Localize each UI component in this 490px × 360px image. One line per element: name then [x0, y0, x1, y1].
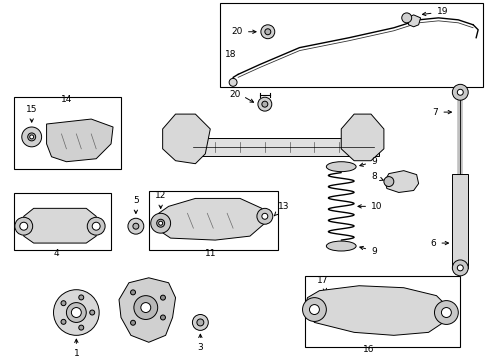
Circle shape: [61, 301, 66, 306]
Circle shape: [265, 29, 271, 35]
Polygon shape: [24, 208, 96, 243]
Circle shape: [262, 101, 268, 107]
Text: 12: 12: [155, 192, 167, 201]
Ellipse shape: [326, 241, 356, 251]
Circle shape: [441, 307, 451, 318]
Circle shape: [134, 296, 158, 319]
Circle shape: [133, 223, 139, 229]
Circle shape: [128, 218, 144, 234]
Circle shape: [61, 319, 66, 324]
Text: 11: 11: [204, 249, 216, 258]
Polygon shape: [341, 114, 384, 161]
Circle shape: [90, 310, 95, 315]
Circle shape: [79, 295, 84, 300]
Polygon shape: [304, 286, 448, 335]
Circle shape: [151, 213, 171, 233]
Circle shape: [197, 319, 204, 326]
Circle shape: [141, 303, 151, 312]
Circle shape: [28, 133, 36, 141]
Polygon shape: [119, 278, 175, 342]
Circle shape: [435, 301, 458, 324]
Circle shape: [193, 315, 208, 330]
Text: 4: 4: [54, 249, 59, 258]
Circle shape: [384, 177, 394, 186]
Bar: [220, 3, 483, 87]
Text: 1: 1: [74, 349, 79, 358]
Circle shape: [72, 307, 81, 318]
Bar: [304, 276, 460, 347]
Polygon shape: [163, 114, 210, 164]
Text: 20: 20: [230, 90, 241, 99]
Circle shape: [161, 295, 166, 300]
Circle shape: [20, 222, 28, 230]
Circle shape: [258, 97, 272, 111]
Circle shape: [229, 78, 237, 86]
Text: 15: 15: [26, 105, 37, 114]
Bar: [452, 174, 468, 268]
Circle shape: [67, 303, 86, 323]
Text: 6: 6: [431, 239, 448, 248]
Text: 9: 9: [360, 246, 377, 256]
Text: 7: 7: [433, 108, 451, 117]
Text: 8: 8: [371, 172, 383, 181]
Ellipse shape: [326, 162, 356, 172]
Polygon shape: [156, 198, 265, 240]
Bar: [149, 192, 278, 250]
Circle shape: [457, 265, 463, 271]
Bar: [14, 97, 121, 168]
Circle shape: [87, 217, 105, 235]
Circle shape: [30, 135, 34, 139]
Circle shape: [457, 89, 463, 95]
Text: 17: 17: [318, 276, 329, 292]
Text: 10: 10: [358, 202, 383, 211]
Bar: [189, 138, 379, 156]
Circle shape: [79, 325, 84, 330]
Circle shape: [452, 84, 468, 100]
Text: 20: 20: [232, 27, 256, 36]
Circle shape: [452, 260, 468, 276]
Circle shape: [92, 222, 100, 230]
Polygon shape: [385, 171, 418, 193]
Polygon shape: [407, 15, 420, 27]
Circle shape: [53, 290, 99, 335]
Text: 9: 9: [360, 157, 377, 166]
Circle shape: [161, 315, 166, 320]
Circle shape: [261, 25, 275, 39]
Circle shape: [157, 219, 165, 227]
Text: 2: 2: [143, 334, 148, 343]
Circle shape: [159, 221, 163, 225]
Text: 14: 14: [61, 95, 72, 104]
Text: 5: 5: [133, 196, 139, 205]
Circle shape: [130, 320, 136, 325]
Circle shape: [310, 305, 319, 315]
Circle shape: [130, 290, 136, 295]
Text: 19: 19: [422, 8, 448, 17]
Text: 16: 16: [363, 345, 375, 354]
Circle shape: [15, 217, 33, 235]
Circle shape: [257, 208, 273, 224]
Polygon shape: [47, 119, 113, 162]
Bar: [14, 193, 111, 250]
Text: 13: 13: [274, 202, 289, 216]
Text: 18: 18: [225, 50, 237, 59]
Circle shape: [302, 298, 326, 321]
Text: 3: 3: [197, 343, 203, 352]
Circle shape: [402, 13, 412, 23]
Circle shape: [22, 127, 42, 147]
Circle shape: [262, 213, 268, 219]
